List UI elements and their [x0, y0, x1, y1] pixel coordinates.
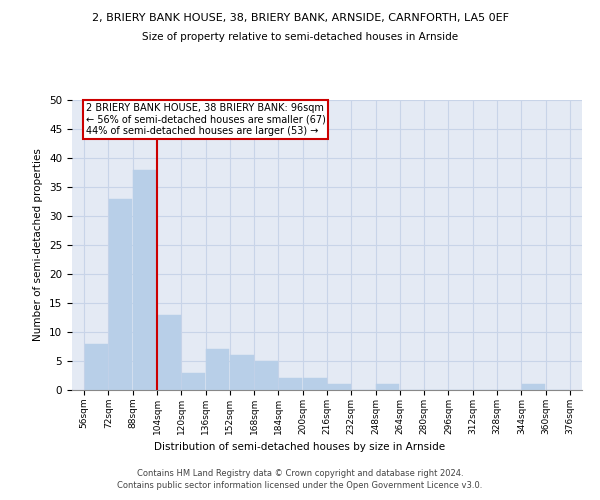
Bar	[376, 384, 400, 390]
Bar	[521, 384, 545, 390]
Bar	[230, 355, 254, 390]
Text: Distribution of semi-detached houses by size in Arnside: Distribution of semi-detached houses by …	[154, 442, 446, 452]
Text: Contains HM Land Registry data © Crown copyright and database right 2024.
Contai: Contains HM Land Registry data © Crown c…	[118, 469, 482, 490]
Text: 2 BRIERY BANK HOUSE, 38 BRIERY BANK: 96sqm
← 56% of semi-detached houses are sma: 2 BRIERY BANK HOUSE, 38 BRIERY BANK: 96s…	[86, 103, 326, 136]
Bar	[254, 361, 278, 390]
Text: 2, BRIERY BANK HOUSE, 38, BRIERY BANK, ARNSIDE, CARNFORTH, LA5 0EF: 2, BRIERY BANK HOUSE, 38, BRIERY BANK, A…	[91, 12, 509, 22]
Bar	[133, 170, 157, 390]
Bar	[85, 344, 108, 390]
Bar	[157, 314, 181, 390]
Y-axis label: Number of semi-detached properties: Number of semi-detached properties	[34, 148, 43, 342]
Text: Size of property relative to semi-detached houses in Arnside: Size of property relative to semi-detach…	[142, 32, 458, 42]
Bar	[279, 378, 302, 390]
Bar	[303, 378, 326, 390]
Bar	[206, 350, 229, 390]
Bar	[109, 198, 133, 390]
Bar	[182, 372, 205, 390]
Bar	[328, 384, 351, 390]
